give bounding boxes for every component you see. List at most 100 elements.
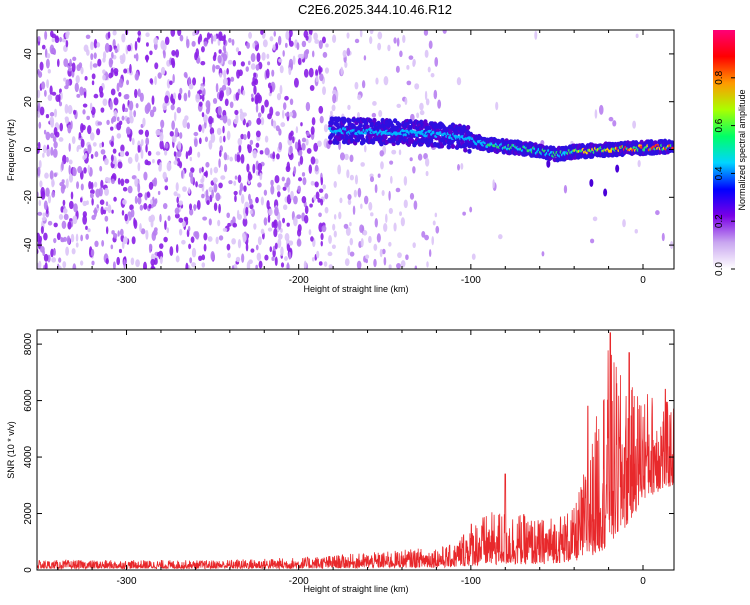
noise-blob [45,113,50,119]
noise-blob [160,40,165,50]
noise-blob [380,161,384,170]
noise-blob [385,213,388,223]
noise-blob [315,191,320,200]
noise-blob [222,125,225,134]
noise-blob [255,92,261,102]
noise-blob [150,199,153,205]
noise-blob [314,181,319,188]
noise-blob [44,30,48,40]
noise-blob [117,161,123,169]
noise-blob [89,60,93,71]
noise-blob [178,200,183,206]
noise-blob [38,121,42,129]
noise-blob [256,52,261,63]
noise-blob [257,112,262,118]
noise-blob [186,122,190,130]
noise-blob [140,228,146,235]
noise-blob [212,177,218,184]
noise-blob [67,104,73,115]
noise-blob [400,260,406,268]
noise-blob [109,100,113,111]
noise-blob [292,136,295,144]
noise-blob [111,115,117,123]
noise-blob [120,58,125,65]
noise-blob [243,213,247,220]
noise-blob [37,166,41,177]
noise-blob [316,250,320,259]
noise-blob [224,98,229,107]
noise-blob [179,132,183,139]
noise-blob [87,164,91,174]
noise-blob [53,172,58,178]
noise-blob [124,213,128,222]
noise-blob [226,243,231,251]
noise-blob [96,42,101,48]
noise-blob [203,41,208,47]
noise-blob [255,244,259,251]
noise-blob [37,147,40,154]
noise-blob [198,255,203,262]
noise-blob [229,156,234,162]
noise-blob [79,260,84,266]
spectrogram-ytick-label: -40 [23,237,34,252]
noise-blob [177,92,182,101]
noise-blob [179,87,183,95]
colorbar-label: Normalized spectral amplitude [737,89,747,210]
noise-blob [423,152,428,160]
noise-blob [169,246,174,256]
noise-blob [90,53,94,61]
noise-blob [375,77,379,85]
noise-blob [122,103,126,113]
noise-blob [255,142,260,148]
noise-blob [51,257,57,263]
noise-blob [164,36,170,46]
noise-blob [100,149,106,155]
noise-blob [114,71,119,77]
noise-blob [185,151,189,160]
noise-blob [306,131,310,136]
noise-blob [194,30,198,35]
noise-blob [51,191,56,198]
noise-blob [160,66,166,76]
ridge-blob [372,117,377,123]
noise-blob [250,93,254,98]
noise-blob [43,200,48,210]
noise-blob [60,91,63,100]
noise-blob [47,194,52,204]
noise-blob [60,236,64,243]
noise-blob [215,236,219,245]
noise-blob [376,233,381,243]
noise-blob [82,211,87,218]
noise-blob [137,182,141,193]
noise-blob [309,203,313,208]
noise-blob [130,257,135,266]
ridge-blob [329,120,334,126]
noise-blob [369,176,375,183]
noise-blob [412,166,416,174]
noise-blob [305,35,309,41]
noise-blob [333,230,337,238]
noise-blob [328,264,333,269]
noise-blob [52,136,57,143]
noise-blob [215,192,221,202]
noise-blob [403,199,408,209]
noise-blob [308,229,312,236]
noise-blob [342,49,347,58]
noise-blob [424,234,429,241]
noise-blob [426,261,429,268]
noise-blob [541,251,545,257]
noise-blob [399,50,403,58]
noise-blob [257,182,262,188]
noise-blob [190,236,195,243]
noise-blob [37,35,41,42]
noise-blob [425,171,429,177]
noise-blob [113,97,119,106]
noise-blob [56,232,61,241]
noise-blob [427,66,431,73]
noise-blob [251,80,256,87]
noise-blob [299,155,304,165]
noise-blob [275,111,280,117]
noise-blob [38,160,42,169]
noise-blob [230,76,235,82]
noise-blob [284,112,290,117]
